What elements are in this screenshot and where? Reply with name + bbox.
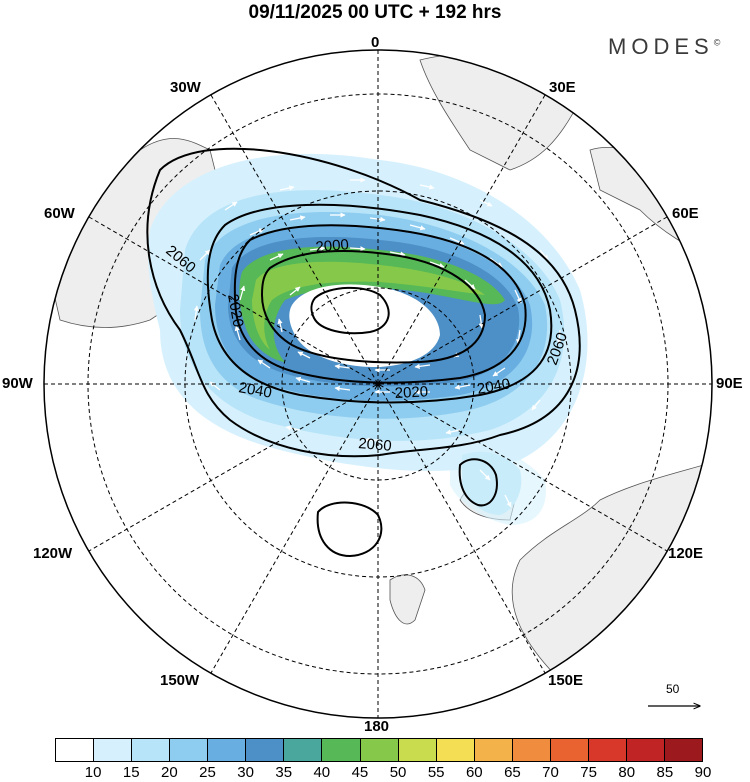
vector-reference-value: 50 — [666, 682, 680, 696]
height-contours — [146, 147, 581, 558]
contour-low-center — [310, 286, 390, 335]
contour-high-small — [316, 501, 383, 558]
brand-name: MODES — [608, 34, 714, 59]
colorbar-tick-label: 75 — [580, 764, 597, 781]
colorbar-cell — [94, 739, 133, 761]
lon-label-30w: 30W — [170, 79, 201, 96]
colorbar-cell — [322, 739, 361, 761]
meridian-60w-120e — [88, 216, 668, 552]
colorbar-tick-label: 15 — [122, 764, 140, 781]
meridian-30e-150w — [210, 94, 546, 674]
colorbar-cell — [626, 739, 665, 761]
colorbar-cell — [56, 739, 95, 761]
colorbar-cell — [360, 739, 399, 761]
lon-label-90w: 90W — [2, 375, 33, 392]
meridian-30w-150e — [210, 94, 546, 674]
arrow-right-icon — [648, 694, 704, 718]
colorbar-tick-label: 80 — [618, 764, 636, 781]
colorbar-tick-label: 35 — [275, 764, 293, 781]
graticule — [44, 50, 712, 718]
lon-label-60w: 60W — [44, 205, 75, 222]
land-alaska — [389, 574, 426, 625]
colorbar-cell — [170, 739, 209, 761]
colorbar-tick-label: 20 — [161, 764, 178, 781]
lon-label-90e: 90E — [716, 375, 743, 392]
lon-label-180: 180 — [364, 718, 390, 735]
colorbar-tick-label: 25 — [199, 764, 216, 781]
meridian-60e-120w — [88, 216, 668, 552]
contour-label: 2040 — [237, 379, 273, 402]
contour-label: 2040 — [476, 375, 512, 398]
lon-label-0: 0 — [371, 34, 380, 51]
brand-copyright: © — [713, 37, 721, 48]
lon-label-150w: 150W — [160, 672, 200, 689]
colorbar-cell — [246, 739, 285, 761]
colorbar-cell — [436, 739, 475, 761]
lon-label-30e: 30E — [549, 79, 576, 96]
lon-label-120w: 120W — [33, 545, 73, 562]
contour-low-small — [458, 458, 498, 507]
modes-logo: MODES© — [608, 34, 720, 60]
colorbar-cell — [474, 739, 513, 761]
contour-label: 2020 — [224, 293, 247, 329]
colorbar-tick-label: 10 — [84, 764, 102, 781]
contour-label: 2000 — [315, 236, 350, 256]
contour-2000 — [260, 250, 487, 364]
lon-label-120e: 120E — [668, 545, 704, 562]
colorbar-cell — [132, 739, 171, 761]
contour-label: 2020 — [394, 383, 428, 402]
colorbar-cell — [208, 739, 247, 761]
colorbar-cell — [588, 739, 627, 761]
colorbar-tick-label: 30 — [237, 764, 254, 781]
wind-vectors — [193, 177, 562, 508]
map-title: 09/11/2025 00 UTC + 192 hrs — [248, 2, 502, 23]
contour-2020 — [233, 224, 527, 384]
colorbar-tick-label: 45 — [351, 764, 369, 781]
lon-label-150e: 150E — [548, 672, 584, 689]
colorbar-tick-label: 85 — [656, 764, 674, 781]
colorbar-cell — [398, 739, 437, 761]
colorbar-cell — [512, 739, 551, 761]
colorbar-ticks: 10 15 20 25 30 35 40 45 50 55 60 65 70 75 80 85 90 — [55, 764, 712, 782]
colorbar-cell — [284, 739, 323, 761]
lon-label-60e: 60E — [672, 205, 699, 222]
north-pole-marker — [375, 381, 381, 387]
colorbar-tick-label: 60 — [465, 764, 483, 781]
contour-2040 — [206, 203, 553, 404]
colorbar-tick-label: 50 — [389, 764, 407, 781]
wind-speed-colorbar — [55, 738, 703, 762]
colorbar-tick-label: 55 — [427, 764, 445, 781]
colorbar-tick-label: 70 — [542, 764, 559, 781]
contour-2060-outer — [146, 147, 581, 458]
colorbar-tick-label: 40 — [313, 764, 331, 781]
map-boundary — [43, 49, 713, 719]
land-greenland — [419, 53, 581, 171]
colorbar-cell — [665, 739, 703, 761]
colorbar-tick-label: 65 — [504, 764, 521, 781]
colorbar-tick-label: 90 — [694, 764, 712, 781]
land-europe — [589, 146, 712, 261]
contour-label: 2060 — [358, 435, 393, 455]
colorbar-cell — [550, 739, 589, 761]
